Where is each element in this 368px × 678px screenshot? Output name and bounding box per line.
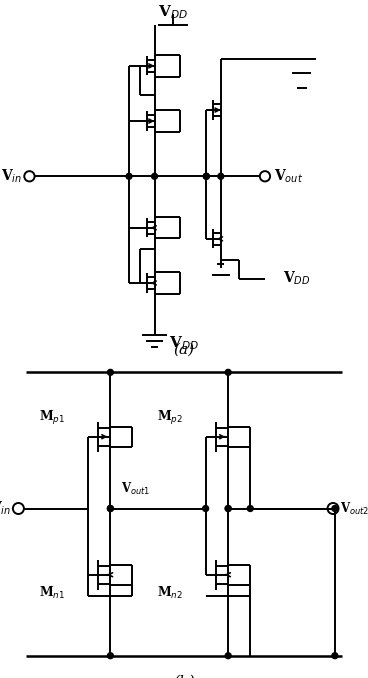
Text: M$_{n2}$: M$_{n2}$ <box>158 585 183 601</box>
Circle shape <box>107 506 113 511</box>
Circle shape <box>247 506 253 511</box>
Text: V$_{out1}$: V$_{out1}$ <box>121 481 151 498</box>
Circle shape <box>107 506 113 511</box>
Circle shape <box>218 174 224 179</box>
Circle shape <box>332 506 338 511</box>
Circle shape <box>126 174 132 179</box>
Text: V$_{out2}$: V$_{out2}$ <box>340 500 368 517</box>
Text: V$_{DD}$: V$_{DD}$ <box>169 334 199 352</box>
Circle shape <box>107 370 113 376</box>
Text: M$_{n1}$: M$_{n1}$ <box>39 585 66 601</box>
Text: V$_{DD}$: V$_{DD}$ <box>283 270 311 287</box>
Circle shape <box>203 506 209 511</box>
Circle shape <box>225 506 231 511</box>
Circle shape <box>225 506 231 511</box>
Circle shape <box>225 653 231 658</box>
Text: (a): (a) <box>173 342 195 357</box>
Text: V$_{in}$: V$_{in}$ <box>0 500 11 517</box>
Text: M$_{p2}$: M$_{p2}$ <box>158 410 183 427</box>
Circle shape <box>204 174 209 179</box>
Circle shape <box>152 174 158 179</box>
Circle shape <box>107 653 113 658</box>
Text: (b): (b) <box>173 675 195 678</box>
Text: V$_{in}$: V$_{in}$ <box>1 167 22 185</box>
Text: V$_{DD}$: V$_{DD}$ <box>158 3 188 21</box>
Circle shape <box>332 653 338 658</box>
Text: M$_{p1}$: M$_{p1}$ <box>39 410 66 427</box>
Circle shape <box>204 174 209 179</box>
Text: V$_{out}$: V$_{out}$ <box>274 167 303 185</box>
Circle shape <box>225 370 231 376</box>
